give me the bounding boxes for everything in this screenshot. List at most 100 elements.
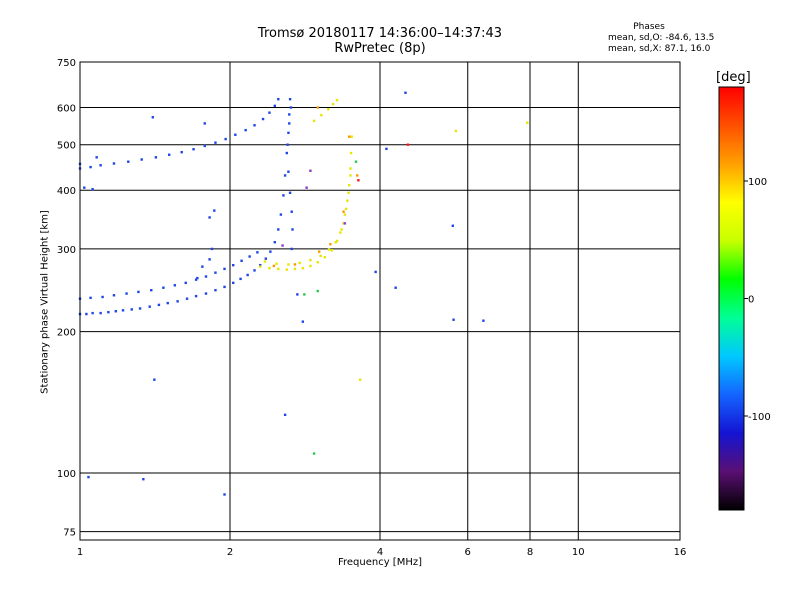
data-point xyxy=(91,188,94,191)
data-point xyxy=(291,228,294,231)
colorbar xyxy=(718,86,745,511)
y-tick-label: 750 xyxy=(57,58,76,69)
data-point xyxy=(214,271,217,274)
data-point xyxy=(203,144,206,148)
data-point xyxy=(404,91,407,94)
data-point xyxy=(184,281,187,285)
data-point xyxy=(208,258,211,261)
data-point xyxy=(312,119,316,123)
data-point xyxy=(289,106,293,109)
y-tick-label: 300 xyxy=(57,245,76,256)
data-point xyxy=(354,160,358,163)
data-point xyxy=(451,224,455,227)
data-point xyxy=(290,247,293,251)
data-point xyxy=(180,150,183,154)
data-point xyxy=(246,273,249,277)
data-point xyxy=(301,266,305,270)
y-tick-label: 600 xyxy=(57,104,76,115)
x-tick-label: 1 xyxy=(77,547,83,558)
data-point xyxy=(316,261,319,264)
x-tick-label: 2 xyxy=(227,547,233,558)
data-point xyxy=(287,263,290,266)
data-point xyxy=(288,122,291,125)
data-point xyxy=(201,265,204,268)
data-point xyxy=(316,106,319,109)
x-tick-label: 8 xyxy=(527,547,533,558)
data-point xyxy=(285,268,288,271)
data-point xyxy=(223,493,226,496)
data-point xyxy=(344,207,348,211)
data-point xyxy=(203,122,206,125)
data-point xyxy=(327,248,331,251)
data-point xyxy=(394,286,397,289)
data-point xyxy=(244,128,247,132)
data-point xyxy=(259,265,262,268)
data-point xyxy=(204,275,208,278)
data-point xyxy=(275,262,278,265)
data-point xyxy=(273,104,276,108)
data-point xyxy=(293,263,297,266)
chart-subtitle: RwPretec (8p) xyxy=(334,41,426,56)
data-point xyxy=(248,255,251,258)
x-tick-label: 6 xyxy=(465,547,471,558)
data-point xyxy=(261,117,265,121)
colorbar-unit-label: [deg] xyxy=(716,70,751,85)
phases-o-stats: mean, sd,O: -84.6, 13.5 xyxy=(608,33,715,43)
data-point xyxy=(151,116,155,119)
data-point xyxy=(223,285,226,289)
data-point xyxy=(303,293,306,296)
data-point xyxy=(213,209,216,212)
data-point xyxy=(349,151,353,155)
data-point xyxy=(335,239,339,243)
data-point xyxy=(357,179,360,182)
phases-x-stats: mean, sd,X: 87.1, 16.0 xyxy=(608,44,711,54)
data-point xyxy=(253,124,256,127)
data-point xyxy=(140,158,143,161)
x-axis-ticks: 1 2 4 6 8 10 16 xyxy=(77,547,687,558)
x-tick-label: 4 xyxy=(377,547,383,558)
data-point xyxy=(214,289,217,292)
data-point xyxy=(232,281,235,285)
data-point xyxy=(264,257,268,260)
data-point xyxy=(162,286,165,289)
chart-title: Tromsø 20180117 14:36:00–14:37:43 xyxy=(257,26,503,41)
x-tick-label: 10 xyxy=(572,547,585,558)
data-point xyxy=(148,305,151,308)
data-point xyxy=(208,216,211,219)
data-point xyxy=(349,167,352,170)
data-point xyxy=(282,194,285,197)
data-point xyxy=(285,151,288,155)
data-point xyxy=(330,249,333,252)
data-point xyxy=(283,174,287,177)
data-point xyxy=(204,292,208,295)
data-point xyxy=(95,156,98,159)
y-tick-label: 500 xyxy=(57,141,76,152)
x-tick-label: 16 xyxy=(674,547,687,558)
colorbar-tick-label: -100 xyxy=(748,412,771,423)
data-point xyxy=(452,318,455,321)
data-point xyxy=(350,135,353,138)
data-point xyxy=(342,210,345,213)
data-point xyxy=(309,264,312,268)
data-point xyxy=(272,264,276,268)
data-point xyxy=(526,121,529,124)
data-point xyxy=(348,135,351,138)
data-point xyxy=(107,310,110,314)
data-point xyxy=(137,290,140,294)
data-point xyxy=(153,378,156,381)
grid-lines xyxy=(79,61,681,540)
colorbar-tick-label: 0 xyxy=(748,295,754,306)
data-point xyxy=(406,143,410,146)
data-point xyxy=(288,191,292,194)
data-point xyxy=(112,162,116,165)
data-point xyxy=(224,137,227,141)
data-point xyxy=(166,301,169,305)
data-point xyxy=(240,259,243,263)
data-point xyxy=(125,292,128,295)
data-point xyxy=(319,254,322,258)
data-point xyxy=(323,256,327,259)
y-tick-label: 200 xyxy=(57,328,76,339)
data-point xyxy=(327,108,330,111)
data-point xyxy=(343,213,347,216)
